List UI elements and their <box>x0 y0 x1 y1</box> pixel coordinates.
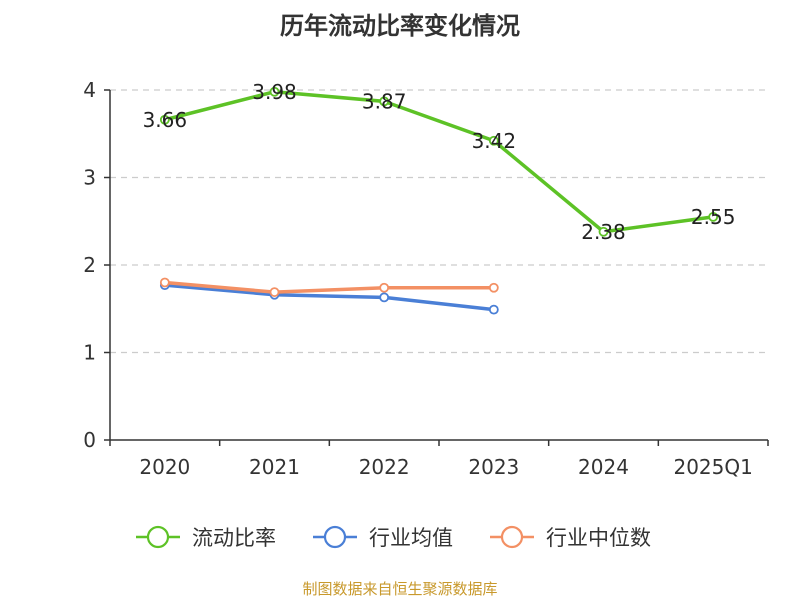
legend-swatch-marker <box>323 525 347 549</box>
data-point <box>159 277 170 288</box>
data-label: 3.98 <box>252 80 297 104</box>
x-tick-label: 2021 <box>249 455 300 479</box>
x-tick-label: 2023 <box>468 455 519 479</box>
data-point <box>269 287 280 298</box>
legend-item-3: 行业中位数 <box>490 525 651 550</box>
source-note: 制图数据来自恒生聚源数据库 <box>302 580 498 598</box>
x-tick-label: 2024 <box>578 455 629 479</box>
legend-label: 流动比率 <box>192 526 276 550</box>
data-point <box>159 114 170 125</box>
y-tick-label: 3 <box>83 166 96 190</box>
data-point <box>708 211 719 222</box>
data-label: 2.55 <box>691 205 736 229</box>
y-tick-label: 0 <box>83 428 96 452</box>
legend-label: 行业均值 <box>369 526 453 550</box>
legend-item-2: 行业均值 <box>313 525 453 550</box>
y-tick-label: 1 <box>83 341 96 365</box>
data-point <box>379 292 390 303</box>
data-label: 3.87 <box>362 89 407 113</box>
data-label: 3.66 <box>143 108 188 132</box>
series-line-3 <box>163 280 496 294</box>
legend-swatch-marker <box>500 525 524 549</box>
data-label: 3.42 <box>472 129 517 153</box>
data-point <box>379 282 390 293</box>
y-tick-label: 2 <box>83 253 96 277</box>
data-point <box>488 135 499 146</box>
data-point <box>488 282 499 293</box>
series-line-2 <box>163 283 496 312</box>
y-tick-label: 4 <box>83 78 96 102</box>
data-point <box>488 304 499 315</box>
x-tick-label: 2025Q1 <box>673 455 752 479</box>
legend-item-1: 流动比率 <box>136 525 276 550</box>
x-tick-label: 2022 <box>359 455 410 479</box>
data-point <box>379 96 390 107</box>
chart-title: 历年流动比率变化情况 <box>280 12 520 40</box>
legend-label: 行业中位数 <box>546 526 651 550</box>
series-line-1 <box>163 90 715 234</box>
x-tick-label: 2020 <box>139 455 190 479</box>
legend-swatch-marker <box>146 525 170 549</box>
data-point <box>269 86 280 97</box>
data-point <box>598 226 609 237</box>
data-label: 2.38 <box>581 220 626 244</box>
